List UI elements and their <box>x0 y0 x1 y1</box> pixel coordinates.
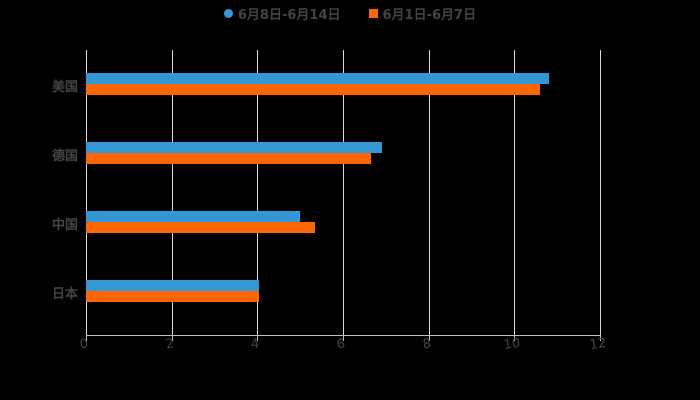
bar-series-b[interactable] <box>86 84 541 95</box>
axis-tick <box>514 335 516 341</box>
x-axis <box>86 335 600 336</box>
gridline <box>600 50 601 335</box>
axis-tick <box>600 335 601 341</box>
square-marker-icon <box>368 9 378 18</box>
bar-series-a[interactable] <box>86 211 301 222</box>
legend-label: 6月1日-6月7日 <box>382 8 477 23</box>
category-label: 德国 <box>51 149 78 164</box>
bar-series-a[interactable] <box>86 142 382 153</box>
tick-label: 6 <box>335 336 347 353</box>
legend: 6月8日-6月14日 6月1日-6月7日 <box>0 4 700 23</box>
tick-label: 2 <box>164 336 175 353</box>
gridline <box>514 50 516 335</box>
tick-label: 10 <box>503 335 522 354</box>
gridline <box>86 50 87 335</box>
axis-tick <box>86 335 87 341</box>
gridline <box>171 50 173 335</box>
tick-label: 4 <box>250 336 261 353</box>
category-label: 美国 <box>51 80 78 95</box>
circle-marker-icon <box>223 9 233 18</box>
axis-tick <box>257 335 259 341</box>
tick-label: 12 <box>588 335 608 354</box>
gridline <box>257 50 259 335</box>
axis-tick <box>343 335 344 341</box>
legend-item-series-b[interactable]: 6月1日-6月7日 <box>368 4 477 23</box>
gridline <box>343 50 344 335</box>
category-label: 中国 <box>51 218 78 233</box>
bar-series-a[interactable] <box>86 280 260 291</box>
tick-label: 8 <box>421 336 432 353</box>
legend-label: 6月8日-6月14日 <box>237 8 341 23</box>
bar-series-b[interactable] <box>86 153 371 164</box>
gridline <box>428 50 430 335</box>
bar-series-a[interactable] <box>86 73 549 84</box>
axis-tick <box>428 335 430 341</box>
bar-series-b[interactable] <box>86 222 316 233</box>
bar-series-b[interactable] <box>86 291 260 302</box>
axis-tick <box>171 335 173 341</box>
legend-item-series-a[interactable]: 6月8日-6月14日 <box>223 4 341 23</box>
category-label: 日本 <box>51 287 78 302</box>
tick-label: 0 <box>78 336 90 353</box>
